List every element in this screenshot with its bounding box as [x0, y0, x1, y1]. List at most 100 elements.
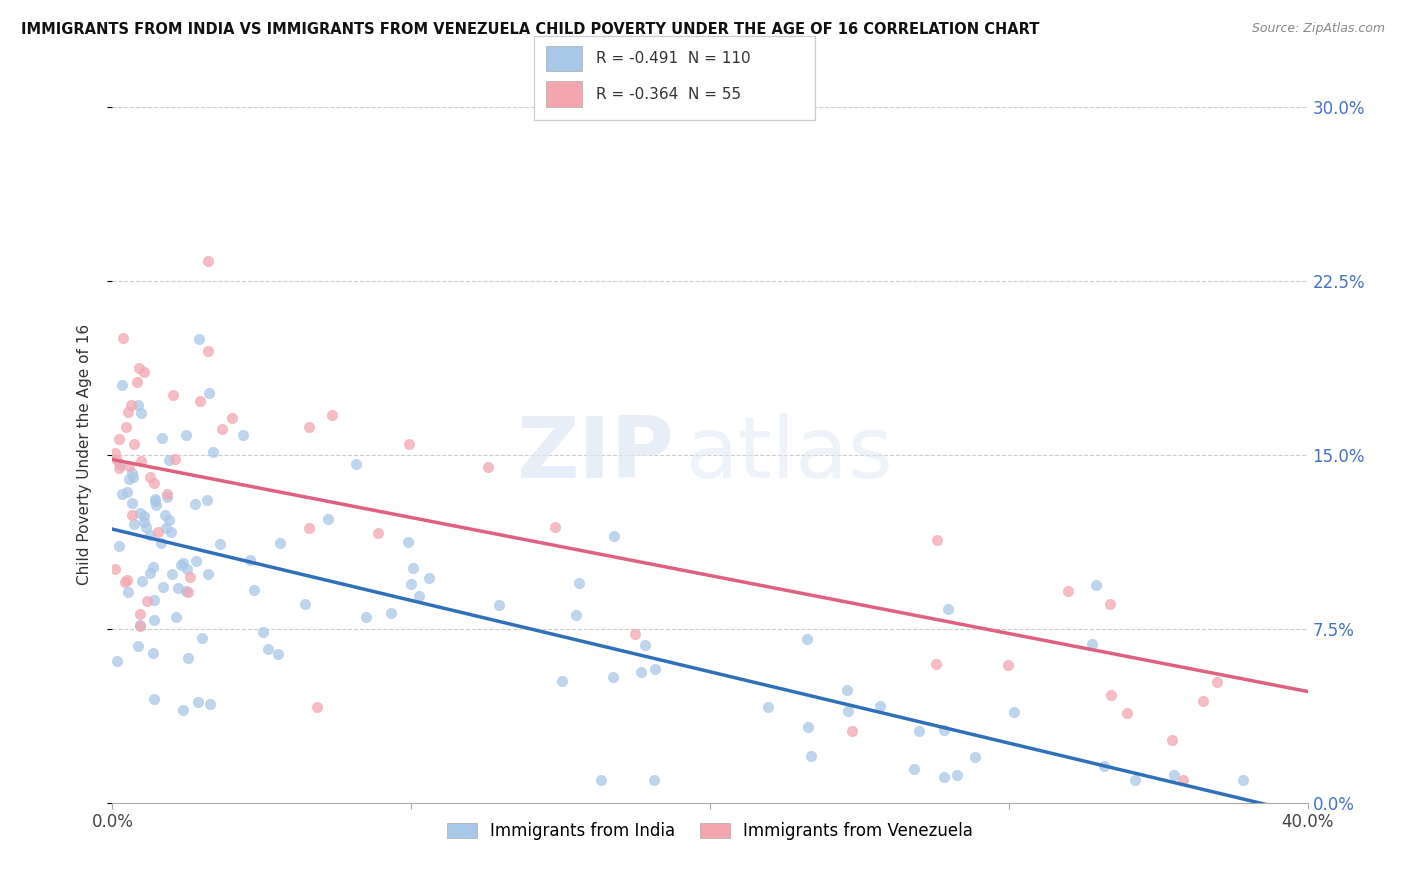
- Point: [115, 484, 138, 499]
- Point: [398, 437, 420, 451]
- Point: [1099, 688, 1122, 702]
- Point: [174, 584, 197, 599]
- Point: [797, 720, 820, 734]
- Point: [172, 703, 194, 717]
- Point: [122, 436, 145, 450]
- Point: [117, 405, 139, 419]
- Point: [294, 597, 316, 611]
- Point: [162, 388, 184, 402]
- Point: [197, 386, 219, 401]
- Point: [117, 458, 139, 473]
- Point: [1192, 694, 1215, 708]
- Point: [418, 571, 440, 585]
- Point: [143, 493, 166, 508]
- Point: [108, 432, 131, 446]
- Point: [488, 599, 510, 613]
- Point: [602, 670, 624, 684]
- Point: [925, 657, 948, 672]
- Point: [174, 427, 197, 442]
- Point: [121, 496, 143, 510]
- Point: [198, 697, 221, 711]
- Point: [344, 457, 367, 471]
- Legend: Immigrants from India, Immigrants from Venezuela: Immigrants from India, Immigrants from V…: [440, 815, 980, 847]
- Text: R = -0.364  N = 55: R = -0.364 N = 55: [596, 87, 741, 102]
- Point: [170, 558, 193, 572]
- Point: [186, 554, 208, 568]
- Point: [146, 524, 169, 539]
- Point: [209, 537, 232, 551]
- Point: [644, 662, 666, 676]
- Point: [936, 602, 959, 616]
- Point: [257, 642, 280, 657]
- Point: [156, 490, 179, 504]
- Point: [187, 332, 209, 346]
- Point: [157, 453, 180, 467]
- Point: [105, 453, 128, 467]
- Point: [1163, 768, 1185, 782]
- Bar: [546, 81, 582, 107]
- Text: IMMIGRANTS FROM INDIA VS IMMIGRANTS FROM VENEZUELA CHILD POVERTY UNDER THE AGE O: IMMIGRANTS FROM INDIA VS IMMIGRANTS FROM…: [21, 22, 1039, 37]
- Point: [197, 253, 219, 268]
- Point: [551, 674, 574, 689]
- Point: [1002, 706, 1025, 720]
- Point: [201, 445, 224, 459]
- Point: [477, 460, 499, 475]
- Point: [630, 665, 652, 680]
- Point: [1232, 772, 1254, 787]
- Point: [143, 593, 166, 607]
- Point: [138, 528, 160, 542]
- Point: [321, 408, 343, 422]
- Point: [120, 397, 142, 411]
- Point: [402, 561, 425, 575]
- Point: [1092, 759, 1115, 773]
- Point: [165, 610, 187, 624]
- Point: [396, 534, 419, 549]
- Point: [150, 431, 173, 445]
- Point: [316, 512, 339, 526]
- Point: [298, 420, 321, 434]
- Point: [965, 750, 987, 764]
- Text: ZIP: ZIP: [516, 413, 675, 497]
- Point: [568, 576, 591, 591]
- Point: [142, 692, 165, 706]
- Point: [112, 331, 135, 345]
- Point: [162, 567, 184, 582]
- Point: [643, 772, 665, 787]
- Point: [128, 360, 150, 375]
- Point: [141, 560, 163, 574]
- Point: [114, 574, 136, 589]
- Point: [136, 594, 159, 608]
- Point: [756, 700, 779, 714]
- Point: [1080, 637, 1102, 651]
- Point: [603, 528, 626, 542]
- Point: [135, 520, 157, 534]
- Point: [841, 723, 863, 738]
- Point: [211, 422, 233, 436]
- Point: [908, 723, 931, 738]
- Point: [176, 585, 198, 599]
- Point: [150, 536, 173, 550]
- Point: [105, 654, 128, 668]
- Point: [307, 700, 329, 714]
- Point: [800, 748, 823, 763]
- Bar: [546, 45, 582, 71]
- Point: [153, 508, 176, 523]
- Point: [127, 639, 149, 653]
- Point: [1123, 772, 1146, 787]
- Point: [187, 695, 209, 709]
- Point: [108, 540, 131, 554]
- Point: [589, 772, 612, 787]
- Point: [176, 651, 198, 665]
- Point: [117, 585, 139, 599]
- Point: [932, 723, 955, 737]
- Point: [356, 610, 378, 624]
- Point: [1085, 578, 1108, 592]
- Point: [115, 573, 138, 587]
- Point: [267, 647, 290, 661]
- Point: [104, 562, 127, 576]
- Point: [903, 762, 925, 776]
- Point: [117, 472, 139, 486]
- Point: [156, 487, 179, 501]
- Point: [184, 497, 207, 511]
- Point: [835, 683, 858, 698]
